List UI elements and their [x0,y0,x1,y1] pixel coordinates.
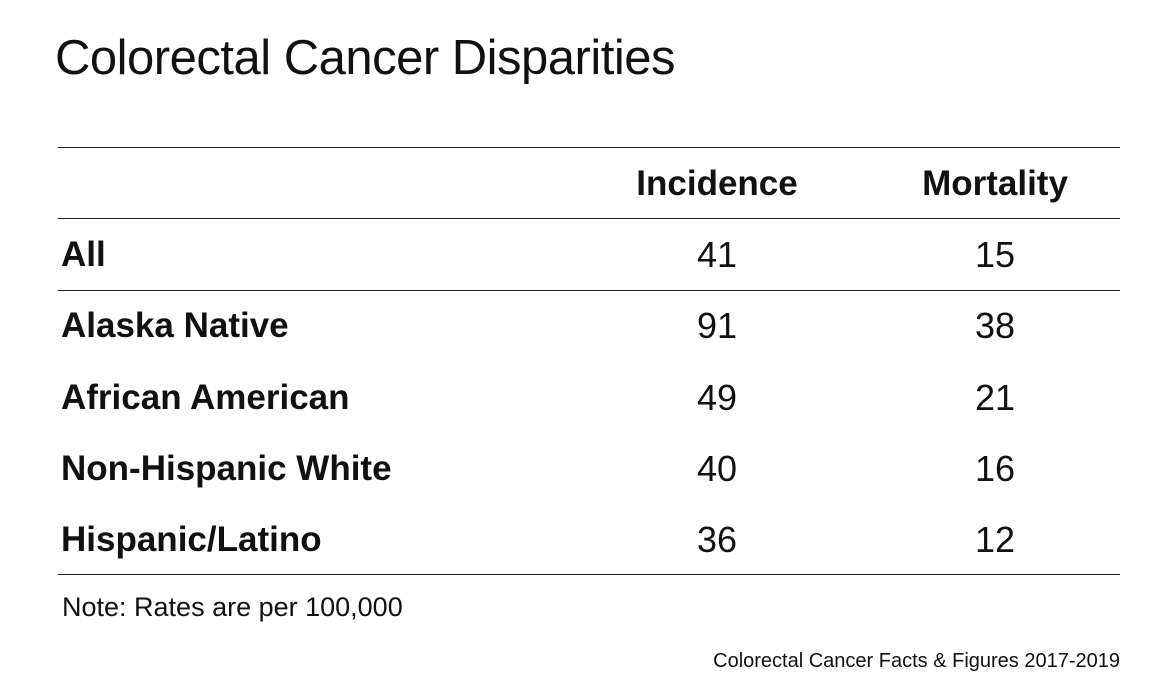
row-label: Hispanic/Latino [61,520,322,559]
row-label: Alaska Native [61,306,289,345]
cell-value: 49 [696,377,738,418]
column-header: Incidence [636,164,798,203]
row-label: African American [61,378,350,417]
row-label: Non-Hispanic White [61,449,392,488]
table-rule [58,147,1120,148]
cell-value: 36 [696,519,738,560]
source: Colorectal Cancer Facts & Figures 2017-2… [713,650,1120,672]
cell-value: 91 [696,305,738,346]
table-rule [58,290,1120,291]
cell-value: 41 [696,234,738,275]
cell-value: 38 [974,305,1016,346]
table-rule [58,218,1120,219]
slide-title: Colorectal Cancer Disparities [55,31,676,85]
cell-value: 21 [974,377,1016,418]
column-header: Mortality [922,164,1068,203]
cell-value: 12 [974,519,1016,560]
row-label: All [61,235,106,274]
cell-value: 16 [974,448,1016,489]
note: Note: Rates are per 100,000 [62,592,403,622]
cell-value: 15 [974,234,1016,275]
cell-value: 40 [696,448,738,489]
table-rule [58,574,1120,575]
